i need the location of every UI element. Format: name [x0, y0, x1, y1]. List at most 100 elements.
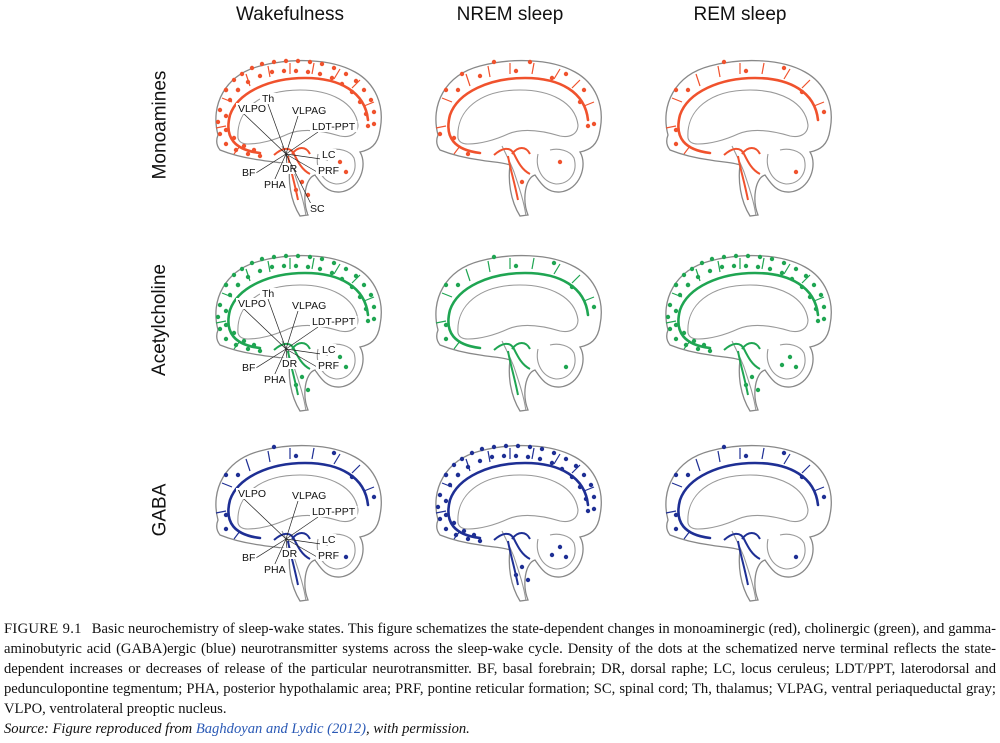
transmitter-dot-gaba-nrem-28: [465, 464, 471, 470]
transmitter-dot-acetylcholine-rem-34: [767, 266, 773, 272]
transmitter-dot-acetylcholine-rem-23: [695, 346, 701, 352]
region-label-bg-monoamines-4: [320, 149, 337, 160]
transmitter-dot-acetylcholine-wake-38: [357, 294, 363, 300]
projection-branch-monoamines-rem-6: [813, 101, 825, 107]
region-label-gaba-1: VLPAG: [292, 490, 326, 502]
transmitter-dot-acetylcholine-wake-50: [293, 382, 299, 388]
transmitter-dot-acetylcholine-rem-46: [787, 354, 793, 360]
transmitter-dot-monoamines-rem-6: [743, 68, 749, 74]
transmitter-dot-monoamines-rem-1: [721, 59, 727, 65]
transmitter-dot-gaba-wake-1: [271, 444, 277, 450]
transmitter-dot-acetylcholine-wake-9: [307, 254, 313, 260]
region-label-bg-acetylcholine-5: [316, 360, 339, 371]
brainstem-projection-acetylcholine-nrem-0: [493, 342, 531, 370]
corpus-callosum-gaba-rem: [687, 474, 809, 530]
transmitter-dot-gaba-wake-3: [371, 494, 377, 500]
region-label-acetylcholine-0: VLPO: [238, 298, 266, 310]
cerebellum-monoamines-nrem: [536, 148, 576, 185]
transmitter-dot-gaba-nrem-23: [465, 536, 471, 542]
region-label-acetylcholine-3: LDT-PPT: [312, 316, 356, 328]
transmitter-dot-monoamines-wake-10: [319, 61, 325, 67]
brainstem-projection-acetylcholine-wake-2: [291, 342, 311, 350]
transmitter-dot-gaba-nrem-9: [527, 444, 533, 450]
transmitter-dot-gaba-nrem-19: [435, 504, 441, 510]
projection-branch-acetylcholine-nrem-9: [453, 340, 461, 350]
transmitter-dot-acetylcholine-rem-44: [691, 338, 697, 344]
transmitter-dot-monoamines-wake-16: [371, 109, 377, 115]
region-leader-monoamines-2: [285, 115, 299, 155]
transmitter-dot-monoamines-wake-22: [233, 147, 239, 153]
projection-branch-monoamines-rem-3: [761, 62, 765, 75]
transmitter-dot-acetylcholine-rem-6: [721, 254, 727, 260]
transmitter-dot-acetylcholine-rem-41: [673, 308, 679, 314]
transmitter-dot-acetylcholine-nrem-4: [443, 336, 449, 342]
brainstem-projection-gaba-wake-1: [287, 540, 299, 586]
projection-branch-gaba-wake-4: [333, 453, 341, 465]
brainstem-projection-gaba-wake-2: [291, 532, 311, 540]
region-label-bg-monoamines-1: [260, 93, 277, 104]
transmitter-dot-acetylcholine-rem-17: [821, 316, 827, 322]
transmitter-dot-acetylcholine-rem-24: [707, 348, 713, 354]
projection-branch-acetylcholine-nrem-1: [487, 260, 491, 273]
transmitter-dot-monoamines-wake-1: [223, 87, 229, 93]
transmitter-dot-monoamines-nrem-16: [557, 159, 563, 165]
projection-branch-gaba-rem-3: [761, 447, 765, 460]
transmitter-dot-acetylcholine-wake-18: [217, 302, 223, 308]
transmitter-dot-monoamines-rem-5: [685, 87, 691, 93]
brainstem-projection-monoamines-nrem-2: [511, 147, 531, 155]
transmitter-dot-gaba-nrem-10: [539, 446, 545, 452]
transmitter-dot-acetylcholine-wake-7: [283, 253, 289, 259]
transmitter-dot-monoamines-nrem-5: [581, 87, 587, 93]
transmitter-dot-acetylcholine-wake-16: [371, 304, 377, 310]
region-leader-gaba-2: [285, 516, 319, 540]
projection-branch-gaba-wake-8: [215, 510, 227, 514]
transmitter-dot-gaba-nrem-17: [591, 506, 597, 512]
figure-grid: Wakefulness NREM sleep REM sleep Monoami…: [149, 4, 832, 602]
corpus-callosum-monoamines-rem: [687, 89, 809, 145]
transmitter-dot-acetylcholine-wake-39: [363, 306, 369, 312]
corpus-callosum-monoamines-wake: [237, 89, 359, 145]
brainstem-projection-monoamines-rem-0: [723, 147, 761, 175]
brain-panel-monoamines-rem: [665, 59, 832, 217]
transmitter-dot-gaba-nrem-22: [453, 532, 459, 538]
projection-branch-monoamines-wake-8: [215, 125, 227, 129]
transmitter-dot-gaba-nrem-15: [588, 482, 594, 488]
brainstem-projection-monoamines-rem-1: [737, 155, 749, 201]
transmitter-dot-acetylcholine-wake-6: [271, 254, 277, 260]
projection-branch-acetylcholine-wake-6: [363, 296, 375, 302]
transmitter-dot-acetylcholine-wake-13: [353, 273, 359, 279]
transmitter-dot-gaba-nrem-40: [585, 508, 591, 514]
transmitter-dot-acetylcholine-wake-27: [235, 282, 241, 288]
transmitter-dot-acetylcholine-rem-27: [685, 282, 691, 288]
transmitter-dot-gaba-nrem-20: [437, 516, 443, 522]
brainstem-gaba-rem: [731, 530, 757, 602]
brainstem-acetylcholine-nrem: [501, 340, 527, 412]
source-citation-link[interactable]: Baghdoyan and Lydic (2012): [195, 721, 367, 737]
transmitter-dot-acetylcholine-wake-44: [241, 338, 247, 344]
transmitter-dot-monoamines-wake-15: [368, 97, 374, 103]
cerebellum-monoamines-rem: [766, 148, 806, 185]
transmitter-dot-monoamines-wake-47: [343, 169, 349, 175]
projection-branch-monoamines-rem-0: [695, 73, 701, 87]
brainstem-projection-gaba-rem-0: [723, 532, 761, 560]
transmitter-dot-monoamines-nrem-11: [513, 68, 519, 74]
projection-branch-gaba-nrem-6: [583, 486, 595, 492]
transmitter-dot-gaba-rem-3: [821, 494, 827, 500]
transmitter-dot-monoamines-nrem-14: [585, 123, 591, 129]
transmitter-dot-acetylcholine-rem-29: [707, 268, 713, 274]
transmitter-dot-acetylcholine-wake-4: [249, 260, 255, 266]
transmitter-dot-acetylcholine-rem-9: [757, 254, 763, 260]
projection-branch-gaba-rem-9: [683, 530, 691, 540]
projection-branch-acetylcholine-nrem-4: [553, 263, 561, 275]
transmitter-dot-monoamines-nrem-7: [437, 131, 443, 137]
region-label-monoamines-0: VLPO: [238, 103, 266, 115]
transmitter-dot-acetylcholine-rem-31: [731, 263, 737, 269]
region-label-bg-monoamines-3: [310, 121, 358, 132]
region-label-bg-monoamines-8: [262, 179, 285, 190]
transmitter-dot-acetylcholine-wake-28: [245, 274, 251, 280]
brainstem-projection-acetylcholine-rem-1: [737, 350, 749, 396]
region-label-bg-acetylcholine-3: [310, 316, 358, 327]
projection-branch-gaba-wake-7: [221, 482, 233, 488]
projection-branch-gaba-wake-6: [363, 486, 375, 492]
projection-pathway-acetylcholine-wake: [227, 271, 370, 350]
